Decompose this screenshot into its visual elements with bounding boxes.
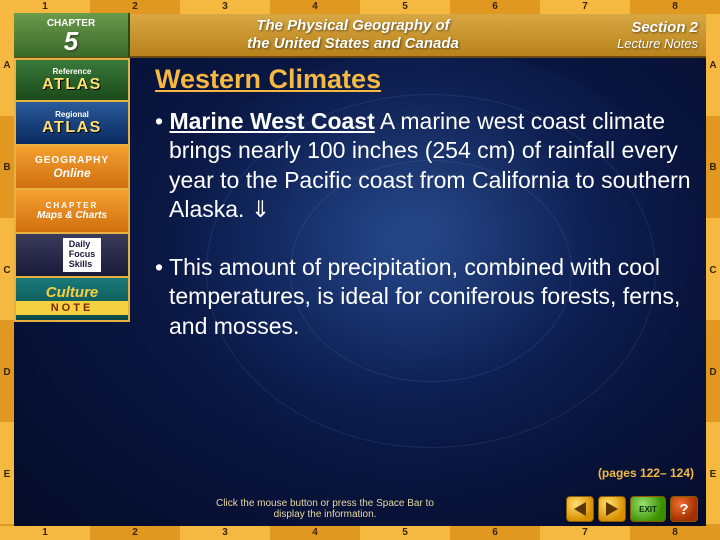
page-reference: (pages 122– 124) xyxy=(598,466,694,480)
ruler-bottom: 1 2 3 4 5 6 7 8 xyxy=(0,526,720,540)
ruler-num: 4 xyxy=(270,0,360,14)
ruler-num: 7 xyxy=(540,526,630,540)
bullet-1-term: Marine West Coast xyxy=(169,108,374,134)
ruler-letter: B xyxy=(706,116,720,218)
ruler-num: 2 xyxy=(90,0,180,14)
help-button[interactable]: ? xyxy=(670,496,698,522)
bullet-2-text: This amount of precipitation, combined w… xyxy=(169,254,680,339)
header-title-line1: The Physical Geography of xyxy=(130,17,576,35)
ruler-num: 1 xyxy=(0,526,90,540)
sidebar-nav: Reference ATLAS Regional ATLAS GEOGRAPHY… xyxy=(14,58,130,322)
chapter-number: 5 xyxy=(14,29,128,53)
sidebar-item-small: GEOGRAPHY xyxy=(35,155,109,166)
ruler-num: 4 xyxy=(270,526,360,540)
section-label: Section 2 xyxy=(576,19,698,36)
exit-button[interactable]: EXIT xyxy=(630,496,666,522)
ruler-num: 7 xyxy=(540,0,630,14)
ruler-num: 8 xyxy=(630,526,720,540)
arrow-right-icon xyxy=(606,502,618,516)
sidebar-item-big: Online xyxy=(53,166,90,180)
sidebar-item-small: Regional xyxy=(55,110,89,119)
bullet-2: • This amount of precipitation, combined… xyxy=(169,253,696,341)
sidebar-item-geography-online[interactable]: GEOGRAPHY Online xyxy=(14,146,130,190)
ruler-num: 1 xyxy=(0,0,90,14)
next-button[interactable] xyxy=(598,496,626,522)
content-area: Western Climates • Marine West Coast A m… xyxy=(155,64,696,369)
ruler-letter: D xyxy=(706,321,720,423)
ruler-num: 5 xyxy=(360,526,450,540)
ruler-letter: C xyxy=(0,219,14,321)
sidebar-item-regional-atlas[interactable]: Regional ATLAS xyxy=(14,102,130,146)
prev-button[interactable] xyxy=(566,496,594,522)
ruler-right: A B C D E xyxy=(706,14,720,526)
section-box: Section 2 Lecture Notes xyxy=(576,13,706,57)
sidebar-item-big: ATLAS xyxy=(42,76,102,94)
sidebar-item-small: CHAPTER xyxy=(46,201,99,210)
bullet-1: • Marine West Coast A marine west coast … xyxy=(169,107,696,225)
nav-controls: EXIT ? xyxy=(566,496,698,522)
ruler-letter: B xyxy=(0,116,14,218)
sidebar-item-daily-focus[interactable]: Daily Focus Skills xyxy=(14,234,130,278)
ruler-num: 8 xyxy=(630,0,720,14)
header-title: The Physical Geography of the United Sta… xyxy=(130,17,576,53)
ruler-letter: E xyxy=(706,424,720,526)
sidebar-item-small: Reference xyxy=(53,67,92,76)
sidebar-item-big: Maps & Charts xyxy=(37,210,107,221)
slide-title: Western Climates xyxy=(155,64,696,95)
arrow-left-icon xyxy=(574,502,586,516)
header-bar: CHAPTER 5 The Physical Geography of the … xyxy=(14,14,706,58)
footer-hint: Click the mouse button or press the Spac… xyxy=(210,498,440,520)
lecture-notes-label: Lecture Notes xyxy=(576,36,698,51)
header-title-line2: the United States and Canada xyxy=(130,35,576,53)
sidebar-item-big: ATLAS xyxy=(42,119,102,137)
sidebar-item-line: Skills xyxy=(69,260,96,270)
sidebar-item-reference-atlas[interactable]: Reference ATLAS xyxy=(14,58,130,102)
ruler-left: A B C D E xyxy=(0,14,14,526)
chapter-box: CHAPTER 5 xyxy=(14,13,130,57)
ruler-letter: A xyxy=(0,14,14,116)
ruler-num: 3 xyxy=(180,0,270,14)
sidebar-item-chapter-maps[interactable]: CHAPTER Maps & Charts xyxy=(14,190,130,234)
ruler-num: 5 xyxy=(360,0,450,14)
ruler-letter: C xyxy=(706,219,720,321)
ruler-letter: E xyxy=(0,424,14,526)
ruler-letter: D xyxy=(0,321,14,423)
sidebar-item-culture-note[interactable]: Culture NOTE xyxy=(14,278,130,322)
ruler-num: 6 xyxy=(450,526,540,540)
ruler-num: 3 xyxy=(180,526,270,540)
sidebar-item-note: NOTE xyxy=(16,301,128,315)
sidebar-item-small: Culture xyxy=(46,284,99,301)
ruler-num: 6 xyxy=(450,0,540,14)
ruler-top: 1 2 3 4 5 6 7 8 xyxy=(0,0,720,14)
ruler-letter: A xyxy=(706,14,720,116)
ruler-num: 2 xyxy=(90,526,180,540)
